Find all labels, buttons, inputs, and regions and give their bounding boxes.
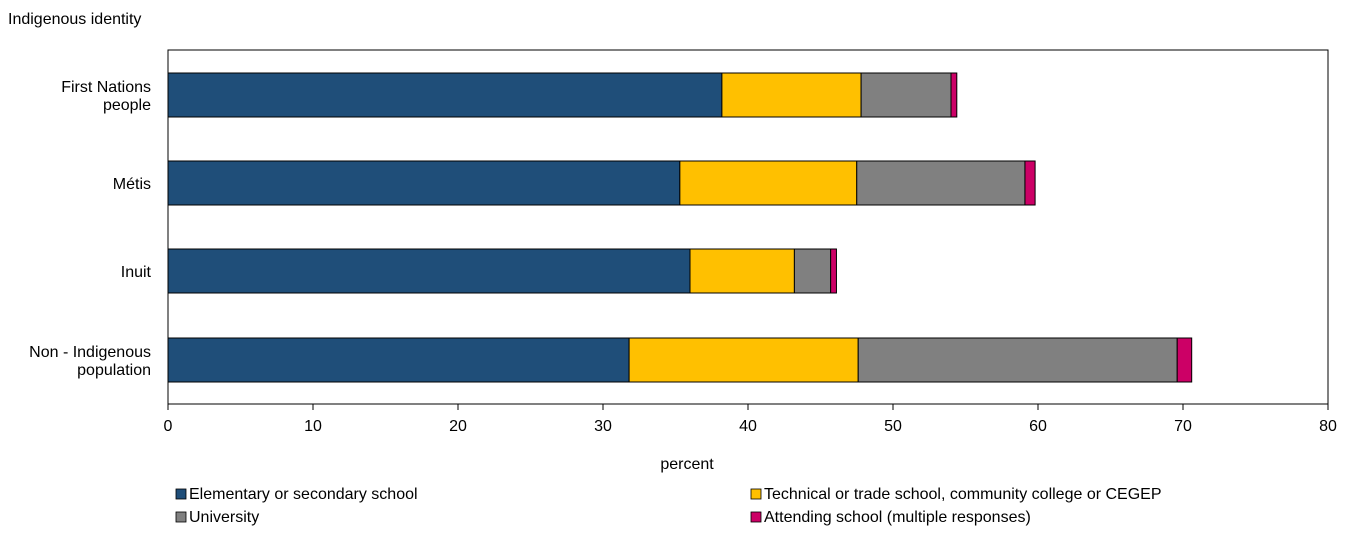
bar-segment-3-3 [1177, 338, 1192, 382]
y-axis-title: Indigenous identity [8, 11, 141, 28]
bar-segment-1-0 [168, 161, 680, 205]
legend: Elementary or secondary school Technical … [176, 486, 1162, 526]
legend-swatch-0 [176, 489, 186, 499]
x-tick-label-7: 70 [1174, 418, 1192, 435]
bar-segment-2-2 [794, 249, 830, 293]
category-label-0-0: First Nations [61, 79, 151, 96]
x-axis-title: percent [660, 456, 714, 473]
bar-segment-1-2 [857, 161, 1025, 205]
bar-segment-2-3 [831, 249, 837, 293]
bar-segment-1-3 [1025, 161, 1035, 205]
bar-segment-1-1 [680, 161, 857, 205]
bar-segment-2-0 [168, 249, 690, 293]
category-label-1-0: Métis [113, 176, 151, 193]
bars [168, 73, 1192, 382]
category-label-3-1: population [77, 362, 151, 379]
x-tick-label-0: 0 [164, 418, 173, 435]
x-tick-label-5: 50 [884, 418, 902, 435]
legend-label-2: University [189, 509, 259, 526]
bar-segment-3-0 [168, 338, 629, 382]
bar-segment-3-1 [629, 338, 858, 382]
bar-segment-0-1 [722, 73, 861, 117]
bar-segment-2-1 [690, 249, 794, 293]
bar-segment-0-3 [951, 73, 957, 117]
legend-label-3: Attending school (multiple responses) [764, 509, 1031, 526]
legend-swatch-1 [751, 489, 761, 499]
category-label-3-0: Non - Indigenous [29, 344, 151, 361]
legend-label-0: Elementary or secondary school [189, 486, 418, 503]
category-label-0-1: people [103, 97, 151, 114]
legend-swatch-3 [751, 512, 761, 522]
x-axis: 0 10 20 30 40 50 60 70 80 [164, 404, 1337, 435]
x-tick-label-2: 20 [449, 418, 467, 435]
bar-segment-0-2 [861, 73, 951, 117]
x-tick-label-1: 10 [304, 418, 322, 435]
bar-segment-0-0 [168, 73, 722, 117]
x-tick-label-6: 60 [1029, 418, 1047, 435]
x-tick-label-8: 80 [1319, 418, 1337, 435]
x-tick-label-3: 30 [594, 418, 612, 435]
legend-swatch-2 [176, 512, 186, 522]
bar-segment-3-2 [858, 338, 1177, 382]
x-tick-label-4: 40 [739, 418, 757, 435]
legend-label-1: Technical or trade school, community col… [764, 486, 1162, 503]
category-label-2-0: Inuit [121, 264, 152, 281]
